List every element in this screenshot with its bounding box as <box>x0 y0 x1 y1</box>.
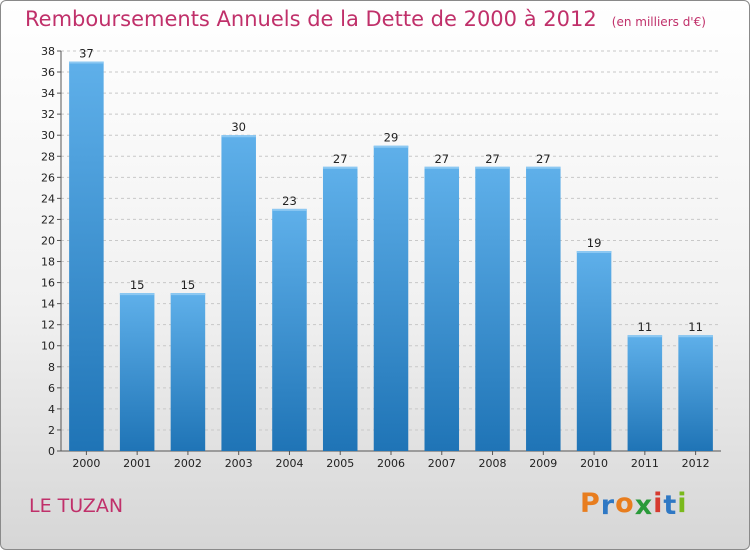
y-tick-label: 34 <box>41 87 55 100</box>
bar-2006 <box>373 145 409 451</box>
unit-text: (en milliers d'€) <box>611 15 706 29</box>
x-tick-label-2007: 2007 <box>428 457 456 470</box>
x-tick-label-2005: 2005 <box>326 457 354 470</box>
bar-top-edge <box>475 166 510 169</box>
bar-2000 <box>69 61 104 452</box>
bar-2007 <box>424 166 460 451</box>
bar-top-edge <box>322 166 358 169</box>
bar-2009 <box>526 166 561 451</box>
bar-2012 <box>678 335 713 451</box>
logo-letter: i <box>677 488 688 519</box>
y-tick-label: 22 <box>41 213 55 226</box>
logo-letter: o <box>615 488 635 519</box>
y-tick-label: 20 <box>41 234 55 247</box>
y-tick-label: 32 <box>41 108 55 121</box>
y-tick-label: 2 <box>48 424 55 437</box>
value-label-2003: 30 <box>231 120 246 134</box>
bar-2008 <box>475 166 510 451</box>
value-label-2007: 27 <box>434 152 449 166</box>
bar-2010 <box>576 251 612 451</box>
bar-top-edge <box>170 293 206 296</box>
y-tick-label: 28 <box>41 150 55 163</box>
bar-top-edge <box>272 208 307 211</box>
x-tick-label-2011: 2011 <box>631 457 659 470</box>
title-text: Remboursements Annuels de la Dette de 20… <box>25 7 597 31</box>
value-label-2004: 23 <box>282 194 297 208</box>
value-label-2006: 29 <box>384 131 399 145</box>
bar-2003 <box>221 135 256 452</box>
y-tick-label: 10 <box>41 340 55 353</box>
value-label-2000: 37 <box>79 47 94 61</box>
value-label-2001: 15 <box>130 278 145 292</box>
bar-top-edge <box>424 166 460 169</box>
x-tick-label-2001: 2001 <box>123 457 151 470</box>
bar-top-edge <box>69 61 104 64</box>
city-name: LE TUZAN <box>29 495 124 517</box>
logo-letter: i <box>653 488 664 519</box>
logo-letter: r <box>600 490 616 521</box>
y-tick-label: 24 <box>41 192 55 205</box>
x-tick-label-2012: 2012 <box>682 457 710 470</box>
value-label-2010: 19 <box>587 236 602 250</box>
x-tick-label-2000: 2000 <box>72 457 100 470</box>
bar-top-edge <box>678 335 713 338</box>
proxiti-logo[interactable]: Proxiti <box>580 488 688 521</box>
logo-letter: x <box>634 490 654 521</box>
x-tick-label-2003: 2003 <box>225 457 253 470</box>
bar-top-edge <box>526 166 561 169</box>
value-label-2011: 11 <box>638 320 653 334</box>
bar-2005 <box>322 166 358 451</box>
bar-2002 <box>170 293 206 451</box>
bar-2001 <box>119 293 155 451</box>
value-label-2009: 27 <box>536 152 551 166</box>
value-label-2005: 27 <box>333 152 348 166</box>
bar-top-edge <box>627 335 663 338</box>
y-tick-label: 36 <box>41 66 55 79</box>
y-tick-label: 0 <box>48 445 55 458</box>
x-tick-label-2009: 2009 <box>529 457 557 470</box>
logo-letter: P <box>580 488 601 519</box>
y-tick-label: 14 <box>41 298 55 311</box>
bar-2004 <box>272 208 307 451</box>
logo-letter: t <box>663 490 678 521</box>
bar-top-edge <box>119 293 155 296</box>
bar-top-edge <box>221 135 256 138</box>
x-tick-label-2006: 2006 <box>377 457 405 470</box>
value-label-2008: 27 <box>485 152 500 166</box>
bar-top-edge <box>576 251 612 253</box>
y-tick-label: 12 <box>41 319 55 332</box>
bars <box>69 61 713 452</box>
bar-top-edge <box>373 145 409 148</box>
y-tick-label: 18 <box>41 256 55 269</box>
value-label-2002: 15 <box>181 278 196 292</box>
y-tick-label: 30 <box>41 129 55 142</box>
y-tick-label: 8 <box>48 361 55 374</box>
y-tick-label: 4 <box>48 403 55 416</box>
x-tick-label-2010: 2010 <box>580 457 608 470</box>
x-tick-label-2004: 2004 <box>275 457 303 470</box>
y-tick-label: 16 <box>41 277 55 290</box>
y-tick-label: 26 <box>41 171 55 184</box>
y-tick-label: 38 <box>41 45 55 58</box>
value-label-2012: 11 <box>688 320 703 334</box>
bar-2011 <box>627 335 663 451</box>
x-tick-label-2002: 2002 <box>174 457 202 470</box>
x-tick-label-2008: 2008 <box>479 457 507 470</box>
y-tick-label: 6 <box>48 382 55 395</box>
chart-title: Remboursements Annuels de la Dette de 20… <box>25 7 706 31</box>
bar-labels: 37 15 15 30 23 27 29 27 27 27 19 11 11 <box>79 47 703 335</box>
